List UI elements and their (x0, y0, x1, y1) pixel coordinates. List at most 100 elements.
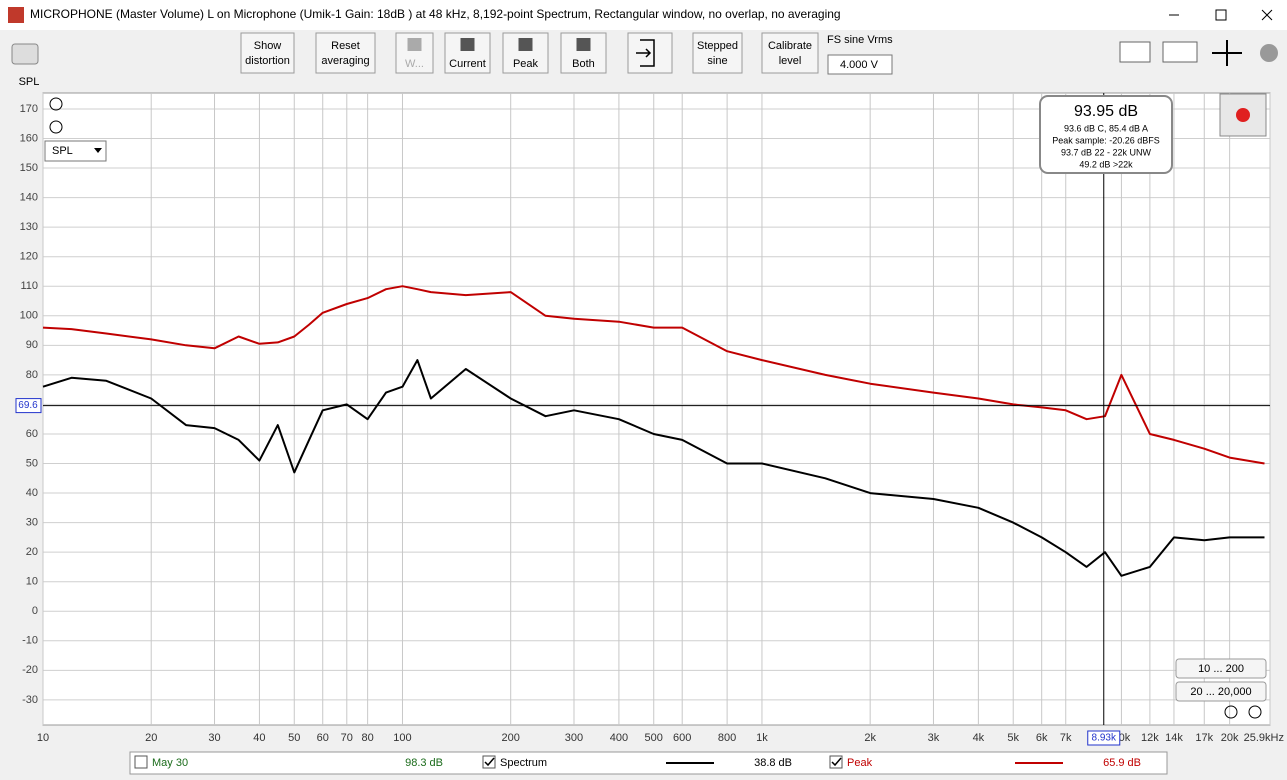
readout-line: 49.2 dB >22k (1079, 159, 1133, 169)
x-tick-label: 17k (1195, 732, 1213, 744)
plot-area (42, 92, 1271, 726)
check (831, 757, 842, 767)
checkbox[interactable] (829, 755, 843, 769)
dropdown-arrow (94, 148, 102, 153)
y-tick-label: 110 (20, 280, 38, 292)
y-tick-label: 140 (20, 192, 38, 204)
x-tick-label: 6k (1036, 732, 1048, 744)
fs-value: 4.000 V (840, 59, 879, 71)
h-zoom-out[interactable] (1224, 705, 1238, 719)
y-tick-label: 30 (26, 517, 38, 529)
x-tick-label: 800 (718, 732, 736, 744)
button-label: sine (707, 55, 727, 67)
legend-level: 65.9 dB (1103, 757, 1141, 769)
layout-icon[interactable] (1119, 41, 1151, 63)
x-tick-label: 600 (673, 732, 691, 744)
x-tick-label: 100 (393, 732, 411, 744)
button-label: Reset (331, 40, 360, 52)
cursor-x-label: 8.93k (1092, 733, 1117, 744)
toolbar-button[interactable] (692, 32, 743, 74)
zoom-preset-label: 10 ... 200 (1198, 663, 1244, 675)
y-tick-label: 40 (26, 487, 38, 499)
x-tick-label: 200 (502, 732, 520, 744)
disk-icon (407, 38, 422, 51)
zoom-preset[interactable] (1175, 681, 1267, 702)
button-label: level (779, 55, 802, 67)
x-tick-label: 2k (864, 732, 876, 744)
selector[interactable] (44, 140, 107, 162)
app-icon (8, 7, 24, 23)
y-tick-label: 80 (26, 369, 38, 381)
x-tick-label: 20k (1221, 732, 1239, 744)
disk-icon (460, 38, 475, 51)
window-title: MICROPHONE (Master Volume) L on Micropho… (30, 7, 841, 21)
readout-box (1039, 95, 1173, 174)
readout-line: Peak sample: -20.26 dBFS (1052, 135, 1160, 145)
x-tick-label: 300 (565, 732, 583, 744)
record-dot (1236, 108, 1250, 122)
button-label: W... (405, 58, 424, 70)
x-tick-label: 4k (973, 732, 985, 744)
x-tick-label: 400 (610, 732, 628, 744)
y-tick-label: -20 (22, 664, 38, 676)
cursor-y-box (15, 398, 42, 414)
export-icon (636, 39, 655, 67)
legend-level: 38.8 dB (754, 757, 792, 769)
series-line (42, 285, 1265, 465)
y-tick-label: 130 (20, 221, 38, 233)
close[interactable] (1261, 9, 1273, 21)
toolbar-button[interactable] (240, 32, 295, 74)
toolbar-button[interactable] (761, 32, 819, 74)
button-label: Current (449, 58, 486, 70)
button-label: Stepped (697, 40, 738, 52)
legend-bar (129, 751, 1168, 775)
toolbar-button[interactable] (502, 32, 549, 74)
legend-name: Spectrum (500, 757, 547, 769)
check (484, 757, 495, 767)
h-zoom-in[interactable] (1248, 705, 1262, 719)
cursor-x-box (1087, 730, 1121, 746)
zoom-preset-label: 20 ... 20,000 (1190, 686, 1251, 698)
move-icon[interactable] (1212, 40, 1242, 66)
bars-icon[interactable] (1162, 41, 1198, 63)
button-label: Show (254, 40, 282, 52)
legend: Spectrum 38.8 dB Peak 65.9 dB (482, 755, 1141, 769)
checkbox[interactable] (134, 755, 148, 769)
x-tick-label: 60 (317, 732, 329, 744)
button-label: averaging (321, 55, 369, 67)
button-label: distortion (245, 55, 290, 67)
x-tick-label: 20 (145, 732, 157, 744)
x-tick-label: 3k (928, 732, 940, 744)
y-tick-label: -10 (22, 635, 38, 647)
y-tick-label: 90 (26, 339, 38, 351)
disk-icon (518, 38, 533, 51)
maximize[interactable] (1215, 9, 1227, 21)
camera-icon[interactable] (11, 43, 39, 65)
x-tick-label: 12k (1141, 732, 1159, 744)
y-tick-label: 100 (20, 310, 38, 322)
checkbox[interactable] (482, 755, 496, 769)
y-tick-label: 160 (20, 132, 38, 144)
series-line (42, 359, 1265, 577)
toolbar-button[interactable] (315, 32, 376, 74)
readout-line: 93.6 dB C, 85.4 dB A (1064, 123, 1148, 133)
legend-name: Peak (847, 757, 873, 769)
x-tick-label: 5k (1007, 732, 1019, 744)
y-tick-label: 170 (20, 103, 38, 115)
y-axis-label: SPL (19, 76, 40, 88)
x-tick-label: 7k (1060, 732, 1072, 744)
y-tick-label: 10 (26, 576, 38, 588)
legend-name: May 30 (152, 757, 188, 769)
x-tick-label: 25.9kHz (1244, 732, 1284, 744)
y-tick-label: 120 (20, 251, 38, 263)
fs-input[interactable] (827, 54, 893, 75)
zoom-in[interactable] (49, 97, 63, 111)
x-tick-label: 40 (253, 732, 265, 744)
zoom-out[interactable] (49, 120, 63, 134)
zoom-preset[interactable] (1175, 658, 1267, 679)
button-label: Peak (513, 58, 539, 70)
cursor-y-label: 69.6 (18, 400, 38, 411)
settings-icon[interactable] (1260, 44, 1278, 62)
readout-main: 93.95 dB (1074, 103, 1138, 120)
fs-label: FS sine Vrms (827, 34, 893, 46)
